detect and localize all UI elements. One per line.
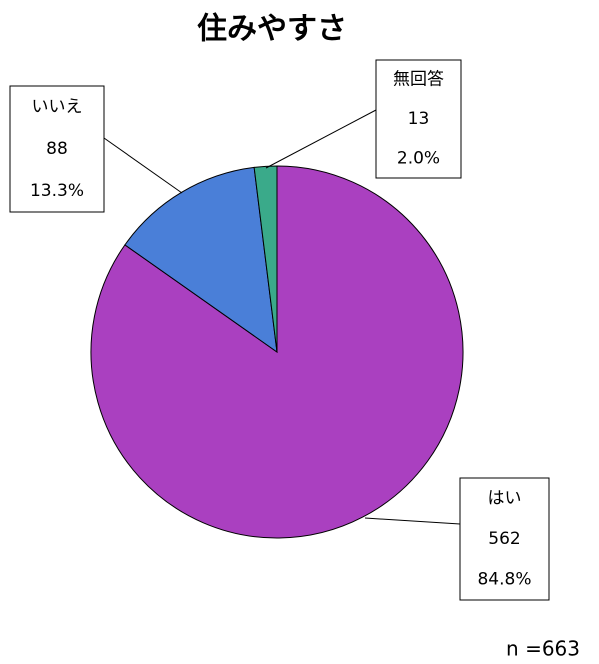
slice-percent: 84.8% — [477, 570, 531, 590]
label-box — [459, 477, 550, 601]
slice-percent: 2.0% — [397, 148, 440, 168]
slice-count: 88 — [46, 139, 68, 159]
slice-count: 13 — [408, 109, 430, 129]
leader-line — [265, 109, 377, 169]
slice-name: 無回答 — [393, 70, 444, 90]
pie-slice — [253, 165, 278, 353]
label-box — [375, 59, 462, 179]
leader-line — [364, 517, 461, 525]
leader-line — [103, 137, 183, 194]
chart-title: 住みやすさ — [197, 12, 347, 47]
slice-name: いいえ — [32, 97, 83, 117]
slice-count: 562 — [488, 529, 520, 549]
slice-name: はい — [488, 488, 522, 508]
label-box — [9, 85, 105, 213]
sample-size: n =663 — [506, 637, 580, 661]
slice-percent: 13.3% — [30, 181, 84, 201]
